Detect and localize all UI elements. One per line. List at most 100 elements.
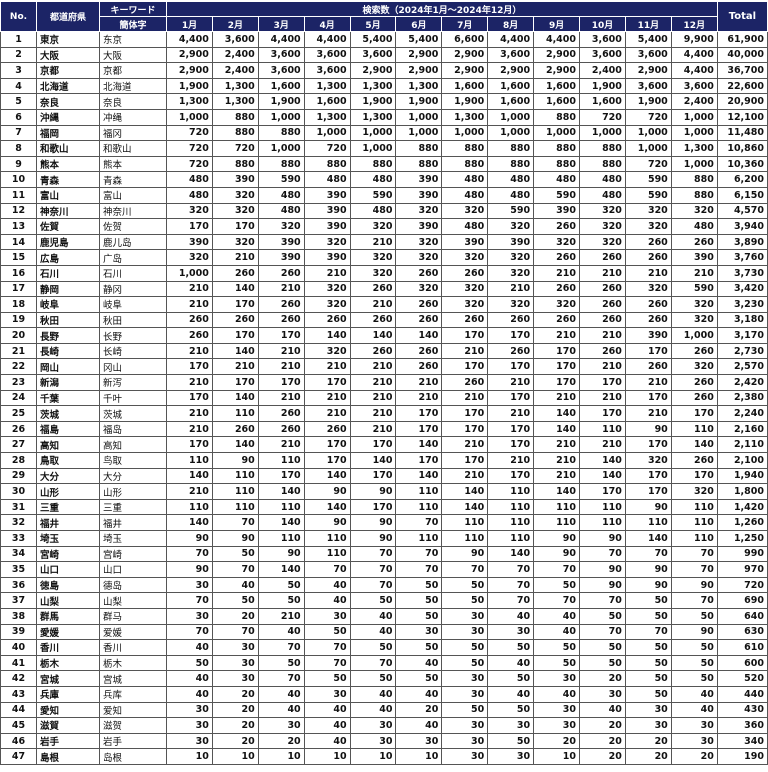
month-value-cell: 90 [624,561,672,578]
month-value-cell: 1,000 [257,108,305,126]
total-cell: 440 [716,685,768,703]
table-row: 6 沖縄 冲绳 1,000 880 1,000 1,300 1,300 1,000 1,300 1,… [0,108,768,126]
month-value-cell: 30 [487,623,535,641]
month-value-cell: 210 [166,280,213,298]
month-value-cell: 260 [257,405,305,422]
month-value-cell: 210 [579,264,626,282]
month-value-cell: 260 [533,249,581,266]
month-value-cell: 210 [624,264,672,282]
month-value-cell: 50 [395,592,443,609]
month-value-cell: 50 [579,654,626,672]
month-value-cell: 170 [441,327,489,344]
month-value-cell: 50 [441,654,489,672]
month-value-cell: 90 [670,623,718,641]
month-value-cell: 110 [670,530,718,547]
row-no: 8 [0,140,37,157]
month-value-cell: 2,400 [211,62,259,79]
month-value-cell: 90 [670,576,718,594]
month-value-cell: 170 [487,467,535,485]
row-no: 41 [0,654,37,672]
month-value-cell: 170 [624,483,672,500]
month-value-cell: 30 [349,732,397,750]
month-value-cell: 110 [211,405,259,422]
month-value-cell: 140 [441,483,489,500]
month-value-cell: 880 [579,155,626,173]
month-value-cell: 40 [579,701,626,719]
month-value-cell: 90 [579,576,626,594]
month-value-cell: 590 [257,171,305,188]
month-value-cell: 1,000 [533,124,581,142]
month-value-cell: 50 [487,639,535,656]
simplified-cell: 广岛 [99,249,167,266]
total-cell: 340 [716,732,768,750]
month-value-cell: 3,600 [624,77,672,95]
month-value-cell: 2,900 [441,46,489,64]
month-value-cell: 210 [303,358,351,376]
month-value-cell: 320 [303,342,351,360]
prefecture-cell: 山口 [36,561,100,578]
table-row: 23 新潟 新泻 210 170 170 170 210 210 260 210 170 170 210 2… [0,374,768,391]
month-value-cell: 390 [303,218,351,235]
month-value-cell: 320 [395,202,443,220]
prefecture-cell: 岩手 [36,732,100,750]
row-no: 4 [0,77,37,95]
month-value-cell: 40 [533,607,581,625]
month-value-cell: 320 [303,296,351,313]
month-value-cell: 210 [349,296,397,313]
month-value-cell: 30 [487,748,535,765]
month-value-cell: 210 [166,483,213,500]
simplified-cell: 高知 [99,436,167,454]
month-value-cell: 70 [487,561,535,578]
total-cell: 2,240 [716,405,768,422]
simplified-cell: 滋贺 [99,717,167,734]
month-value-cell: 30 [441,717,489,734]
month-value-cell: 50 [257,592,305,609]
month-value-cell: 210 [579,327,626,344]
month-value-cell: 170 [533,374,581,391]
month-value-cell: 70 [395,561,443,578]
month-value-cell: 50 [395,639,443,656]
prefecture-cell: 広島 [36,249,100,266]
month-value-cell: 5,400 [624,31,672,48]
month-value-cell: 880 [303,155,351,173]
month-value-cell: 2,900 [624,62,672,79]
prefecture-cell: 東京 [36,31,100,48]
total-cell: 2,380 [716,389,768,407]
month-value-cell: 70 [533,561,581,578]
month-value-cell: 480 [257,202,305,220]
month-value-cell: 320 [303,280,351,298]
month-value-cell: 210 [441,342,489,360]
month-value-cell: 4,400 [487,31,535,48]
month-value-cell: 140 [579,467,626,485]
row-no: 45 [0,717,37,734]
month-value-cell: 2,900 [166,46,213,64]
month-value-cell: 1,900 [166,77,213,95]
month-value-cell: 260 [579,296,626,313]
simplified-cell: 栃木 [99,654,167,672]
prefecture-cell: 奈良 [36,93,100,110]
month-value-cell: 140 [533,420,581,438]
month-value-cell: 170 [166,436,213,454]
month-value-cell: 1,300 [303,77,351,95]
total-cell: 10,360 [716,155,768,173]
table-row: 3 京都 京都 2,900 2,400 3,600 3,600 2,900 2,900 2,900… [0,62,768,79]
month-value-cell: 110 [211,483,259,500]
month-value-cell: 30 [441,623,489,641]
month-value-cell: 30 [441,685,489,703]
month-value-cell: 170 [166,218,213,235]
month-value-cell: 10 [257,748,305,765]
month-value-cell: 170 [211,296,259,313]
month-value-cell: 170 [441,358,489,376]
month-value-cell: 170 [211,218,259,235]
month-value-cell: 320 [533,233,581,251]
month-value-cell: 210 [487,280,535,298]
month-value-cell: 4,400 [166,31,213,48]
month-value-cell: 20 [624,748,672,765]
month-value-cell: 210 [533,467,581,485]
row-no: 15 [0,249,37,266]
month-value-cell: 390 [303,249,351,266]
total-cell: 6,200 [716,171,768,188]
month-value-cell: 210 [533,452,581,469]
month-value-cell: 4,400 [670,46,718,64]
